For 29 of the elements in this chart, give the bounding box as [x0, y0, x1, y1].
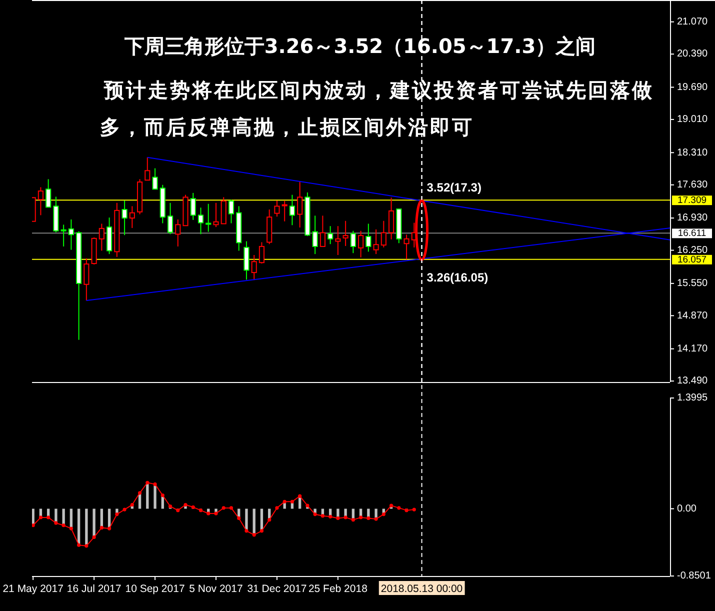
y-tick-label: 16.250 [677, 244, 708, 256]
x-tick-label: 31 Dec 2017 [247, 583, 307, 595]
ref-line-label: 16.611 [678, 228, 706, 240]
y-tick-label: 19.690 [677, 82, 708, 93]
y-tick-label: 15.550 [677, 278, 708, 290]
y-tick-label: 21.070 [677, 16, 708, 28]
annotation: 3.52(17.3) [426, 180, 482, 195]
annotation: 3.26(16.05) [426, 270, 488, 285]
x-tick-label: 25 Feb 2018 [308, 583, 368, 595]
text: 预计走势将在此区间内波动，建议投资者可尝试先回落做多，而后反弹高抛，止损区间外沿即可 [100, 78, 654, 139]
ref-line-label: 17.309 [677, 195, 707, 206]
x-tick-label: 10 Sep 2017 [125, 583, 185, 595]
y-tick-label: 1.3995 [677, 392, 708, 404]
y-tick-label: 20.390 [677, 48, 708, 60]
y-tick-label: 16.930 [677, 212, 708, 224]
x-tick-label: 5 Nov 2017 [189, 583, 243, 595]
y-tick-label: 14.170 [677, 343, 708, 354]
y-tick-label: 0.00 [677, 503, 697, 514]
ref-line-label: 16.057 [677, 254, 707, 266]
y-tick-label: 19.010 [677, 114, 708, 126]
y-tick-label: 18.310 [677, 147, 708, 158]
y-tick-label: 14.870 [677, 310, 708, 322]
x-tick-label: 21 May 2017 [2, 583, 64, 595]
y-tick-label: 17.630 [677, 180, 708, 191]
ref-line-label: 2018.05.13 00:00 [380, 583, 463, 595]
y-tick-label: -0.8501 [677, 570, 712, 582]
text: 下周三角形位于3.26～3.52（16.05～17.3）之间 [123, 34, 596, 58]
x-tick-label: 16 Jul 2017 [66, 583, 122, 595]
y-tick-label: 13.490 [677, 376, 708, 387]
